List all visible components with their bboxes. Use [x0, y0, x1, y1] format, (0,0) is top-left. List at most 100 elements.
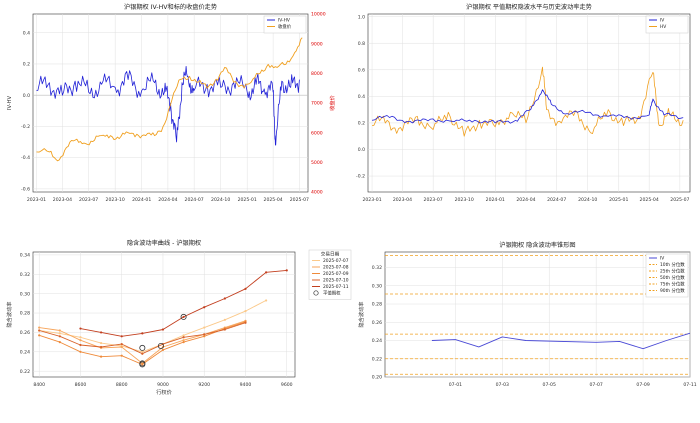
y-tick-label: 0.26 [372, 320, 382, 326]
x-tick-label: 2024-10 [211, 197, 230, 203]
legend-label: 10th 分位数 [660, 261, 685, 268]
smile-point [223, 297, 226, 300]
chart-title: 沪银期权 隐含波动率锥形图 [499, 241, 575, 249]
smile-point [141, 332, 144, 335]
x-tick-label: 07-01 [449, 382, 462, 388]
x-tick-label: 9600 [281, 382, 293, 388]
legend-title: 交易日期 [321, 251, 340, 258]
smile-point [265, 271, 268, 274]
smile-point [161, 348, 165, 351]
y-tick-label: 0.28 [20, 311, 30, 317]
y-tick-label: 0.30 [372, 283, 382, 289]
x-tick-label: 2025-07 [290, 197, 309, 203]
y-tick-label: 0.6 [358, 67, 365, 73]
smile-point [182, 341, 185, 344]
x-tick-label: 07-03 [496, 382, 509, 388]
smile-point [38, 329, 41, 332]
x-tick-label: 8600 [75, 382, 87, 388]
smile-point [38, 326, 41, 329]
x-tick-label: 07-11 [683, 382, 696, 388]
legend-label: 收盘价 [278, 23, 292, 30]
y-right-tick-label: 6000 [311, 130, 323, 136]
smile-point [120, 345, 123, 349]
y-tick-label: 0.22 [20, 369, 30, 375]
smile-point [99, 345, 103, 349]
y-tick-label: 0.34 [20, 253, 30, 259]
smile-point [141, 350, 144, 353]
y-tick-label: -0.2 [356, 174, 365, 180]
smile-point [79, 350, 82, 353]
y-right-tick-label: 5000 [311, 160, 323, 166]
x-tick-label: 2024-07 [547, 197, 566, 203]
legend-box [645, 15, 689, 34]
legend-label: 2025-07-11 [323, 284, 349, 290]
x-tick-label: 2024-07 [185, 197, 204, 203]
smile-point [223, 318, 226, 321]
smile-point [203, 306, 206, 309]
y-right-axis-label: 收盘价 [328, 94, 336, 110]
legend-box [308, 249, 352, 300]
y-tick-label: 1.0 [358, 14, 365, 20]
legend-label: 90th 分位数 [660, 287, 685, 294]
smile-point [203, 335, 206, 338]
y-axis-label: IV-HV [7, 96, 13, 111]
x-tick-label: 2025-01 [609, 197, 628, 203]
smile-point [141, 352, 144, 355]
y-tick-label: 0.20 [372, 375, 382, 381]
x-tick-label: 07-09 [636, 382, 649, 388]
smile-point [161, 328, 165, 331]
smile-point [38, 334, 41, 337]
smile-point [79, 343, 82, 347]
smile-point [141, 363, 144, 366]
x-tick-label: 9200 [198, 382, 210, 388]
smile-point [182, 334, 185, 337]
smile-line [39, 300, 267, 353]
smile-point [285, 269, 288, 272]
x-tick-label: 07-07 [589, 382, 602, 388]
y-tick-label: 0.24 [372, 338, 382, 344]
smile-point [120, 354, 123, 357]
x-tick-label: 2023-01 [27, 197, 46, 203]
y-tick-label: 0.4 [358, 94, 365, 100]
y-right-tick-label: 4000 [311, 190, 323, 196]
legend-label: 50th 分位数 [660, 274, 685, 281]
x-tick-label: 2024-01 [132, 197, 151, 203]
y-tick-label: 0.2 [358, 121, 365, 127]
legend-label: IV [660, 18, 664, 24]
y-axis-label: 隐含波动率 [5, 302, 13, 328]
legend-label: 平值期权 [323, 290, 341, 297]
y-tick-label: 0.4 [23, 30, 30, 36]
y-axis-label: 隐含波动率 [357, 302, 365, 328]
series-line-close-price [36, 37, 303, 162]
plot-frame [367, 13, 691, 193]
legend-label: IV [660, 256, 664, 262]
smile-point [79, 327, 82, 330]
legend-label: HV [660, 24, 666, 30]
y-tick-label: 0.22 [372, 356, 382, 362]
smile-point [79, 339, 82, 342]
series-line-hv [372, 66, 684, 137]
y-tick-label: 0.28 [372, 302, 382, 308]
smile-point [182, 336, 185, 339]
smile-point [244, 321, 247, 324]
x-tick-label: 2023-04 [53, 197, 72, 203]
smile-point [58, 332, 61, 335]
iv-cone-chart: 沪银期权 隐含波动率锥形图 07-01 07-03 07-05 07-07 07-09 07… [357, 241, 697, 388]
legend-box [645, 253, 689, 298]
series-line-iv [431, 332, 691, 350]
series-line-iv [372, 89, 684, 124]
plot-frame [32, 251, 296, 378]
x-tick-label: 2023-04 [393, 197, 412, 203]
legend-label: 2025-07-08 [323, 265, 349, 271]
iv-hv-price-chart: 沪银期权 IV-HV和标的收盘价走势 2023-01 2023-04 2023-07 2… [7, 3, 336, 203]
x-tick-label: 2024-01 [486, 197, 505, 203]
y-tick-label: 0.24 [20, 349, 30, 355]
x-tick-label: 2025-07 [670, 197, 689, 203]
smile-point [99, 341, 103, 345]
atm-marker [180, 313, 187, 320]
x-tick-label: 8800 [116, 382, 128, 388]
y-right-tick-label: 10000 [311, 12, 326, 18]
legend-label: 75th 分位数 [660, 281, 685, 288]
y-right-tick-label: 7000 [311, 101, 323, 107]
